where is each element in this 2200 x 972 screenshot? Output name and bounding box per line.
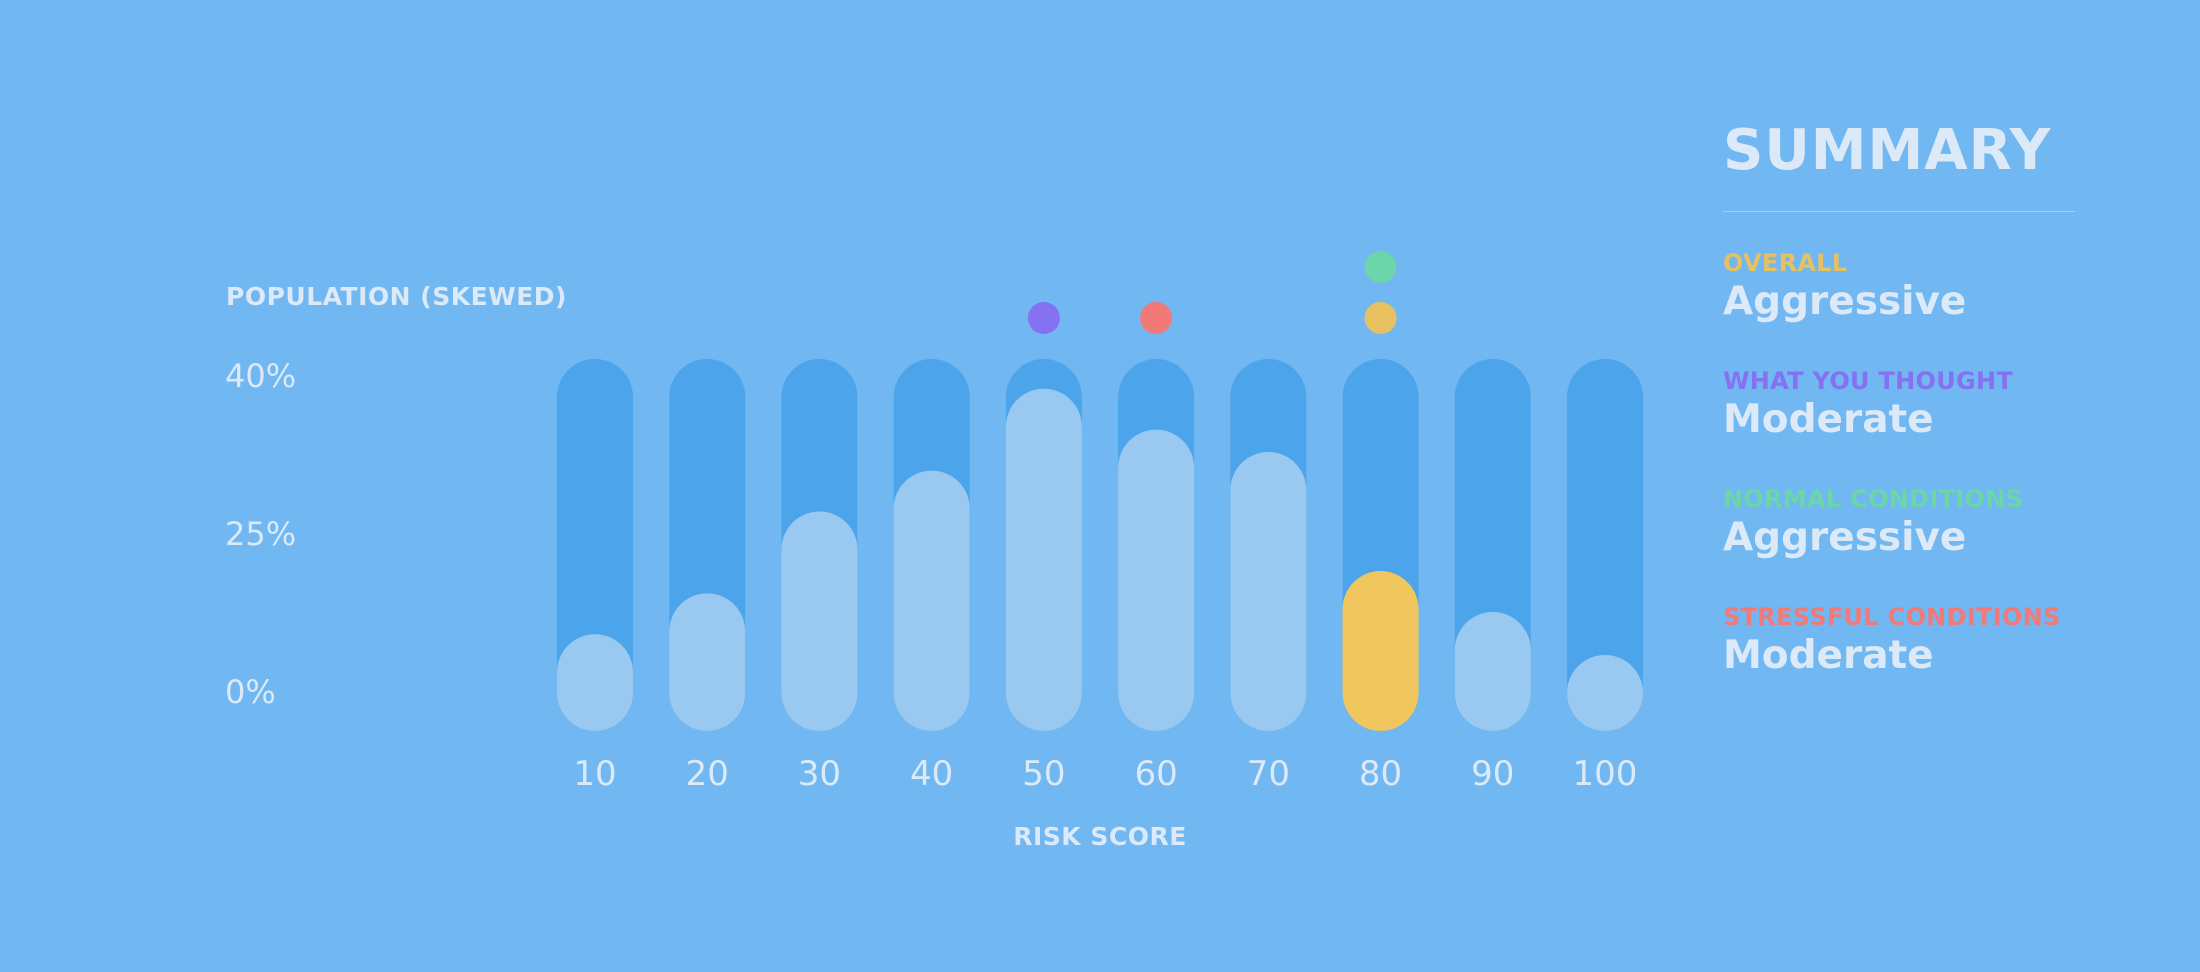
summary-item-stressful-conditions: STRESSFUL CONDITIONS Moderate — [1723, 603, 2075, 681]
marker-normal-conditions-80 — [1364, 251, 1397, 283]
bar-50 — [1005, 388, 1082, 731]
x-tick-50: 50 — [1022, 754, 1065, 794]
bar-100 — [1567, 655, 1643, 731]
x-tick-30: 30 — [798, 754, 841, 794]
summary-value-what-you-thought: Moderate — [1723, 397, 1934, 442]
bar-track-100 — [1567, 359, 1643, 731]
x-tick-40: 40 — [910, 754, 953, 794]
y-tick-40: 40% — [225, 357, 296, 395]
summary-label-stressful-conditions: STRESSFUL CONDITIONS — [1723, 603, 2061, 631]
x-tick-20: 20 — [686, 754, 729, 794]
summary-item-normal-conditions: NORMAL CONDITIONS Aggressive — [1723, 485, 2075, 563]
summary-item-overall: OVERALL Aggressive — [1723, 249, 2075, 327]
summary-value-normal-conditions: Aggressive — [1723, 515, 1967, 560]
x-tick-70: 70 — [1247, 754, 1290, 794]
bar-30 — [781, 511, 858, 731]
x-tick-10: 10 — [573, 754, 616, 794]
bar-80 — [1342, 571, 1419, 731]
summary-item-what-you-thought: WHAT YOU THOUGHT Moderate — [1723, 367, 2075, 445]
x-tick-90: 90 — [1471, 754, 1514, 794]
marker-stressful-conditions-60 — [1140, 302, 1173, 334]
x-tick-80: 80 — [1359, 754, 1402, 794]
bar-90 — [1454, 611, 1531, 731]
summary-panel: SUMMARY OVERALL Aggressive WHAT YOU THOU… — [1723, 118, 2075, 721]
bar-track-10 — [557, 359, 633, 731]
summary-label-what-you-thought: WHAT YOU THOUGHT — [1723, 367, 2014, 395]
summary-divider — [1723, 211, 2075, 212]
summary-value-stressful-conditions: Moderate — [1723, 633, 1934, 678]
marker-overall-80 — [1364, 302, 1397, 334]
bar-70 — [1230, 452, 1307, 731]
summary-title: SUMMARY — [1723, 118, 2052, 183]
bars-layer — [557, 359, 1643, 731]
x-axis-label: RISK SCORE — [1013, 822, 1187, 851]
x-axis-ticks: 10 20 30 40 50 60 70 80 90 100 — [573, 754, 1637, 794]
y-tick-0: 0% — [225, 673, 276, 711]
y-axis-label: POPULATION (SKEWED) — [226, 282, 567, 311]
y-tick-25: 25% — [225, 515, 296, 553]
marker-what-you-thought-50 — [1027, 302, 1060, 334]
bar-20 — [669, 593, 746, 731]
markers-layer — [1027, 251, 1397, 334]
summary-label-normal-conditions: NORMAL CONDITIONS — [1723, 485, 2024, 513]
summary-value-overall: Aggressive — [1723, 279, 1967, 324]
x-tick-100: 100 — [1573, 754, 1638, 794]
bar-40 — [893, 470, 970, 731]
summary-label-overall: OVERALL — [1723, 249, 1848, 277]
bar-10 — [557, 634, 633, 731]
x-tick-60: 60 — [1134, 754, 1177, 794]
bar-60 — [1118, 429, 1195, 731]
